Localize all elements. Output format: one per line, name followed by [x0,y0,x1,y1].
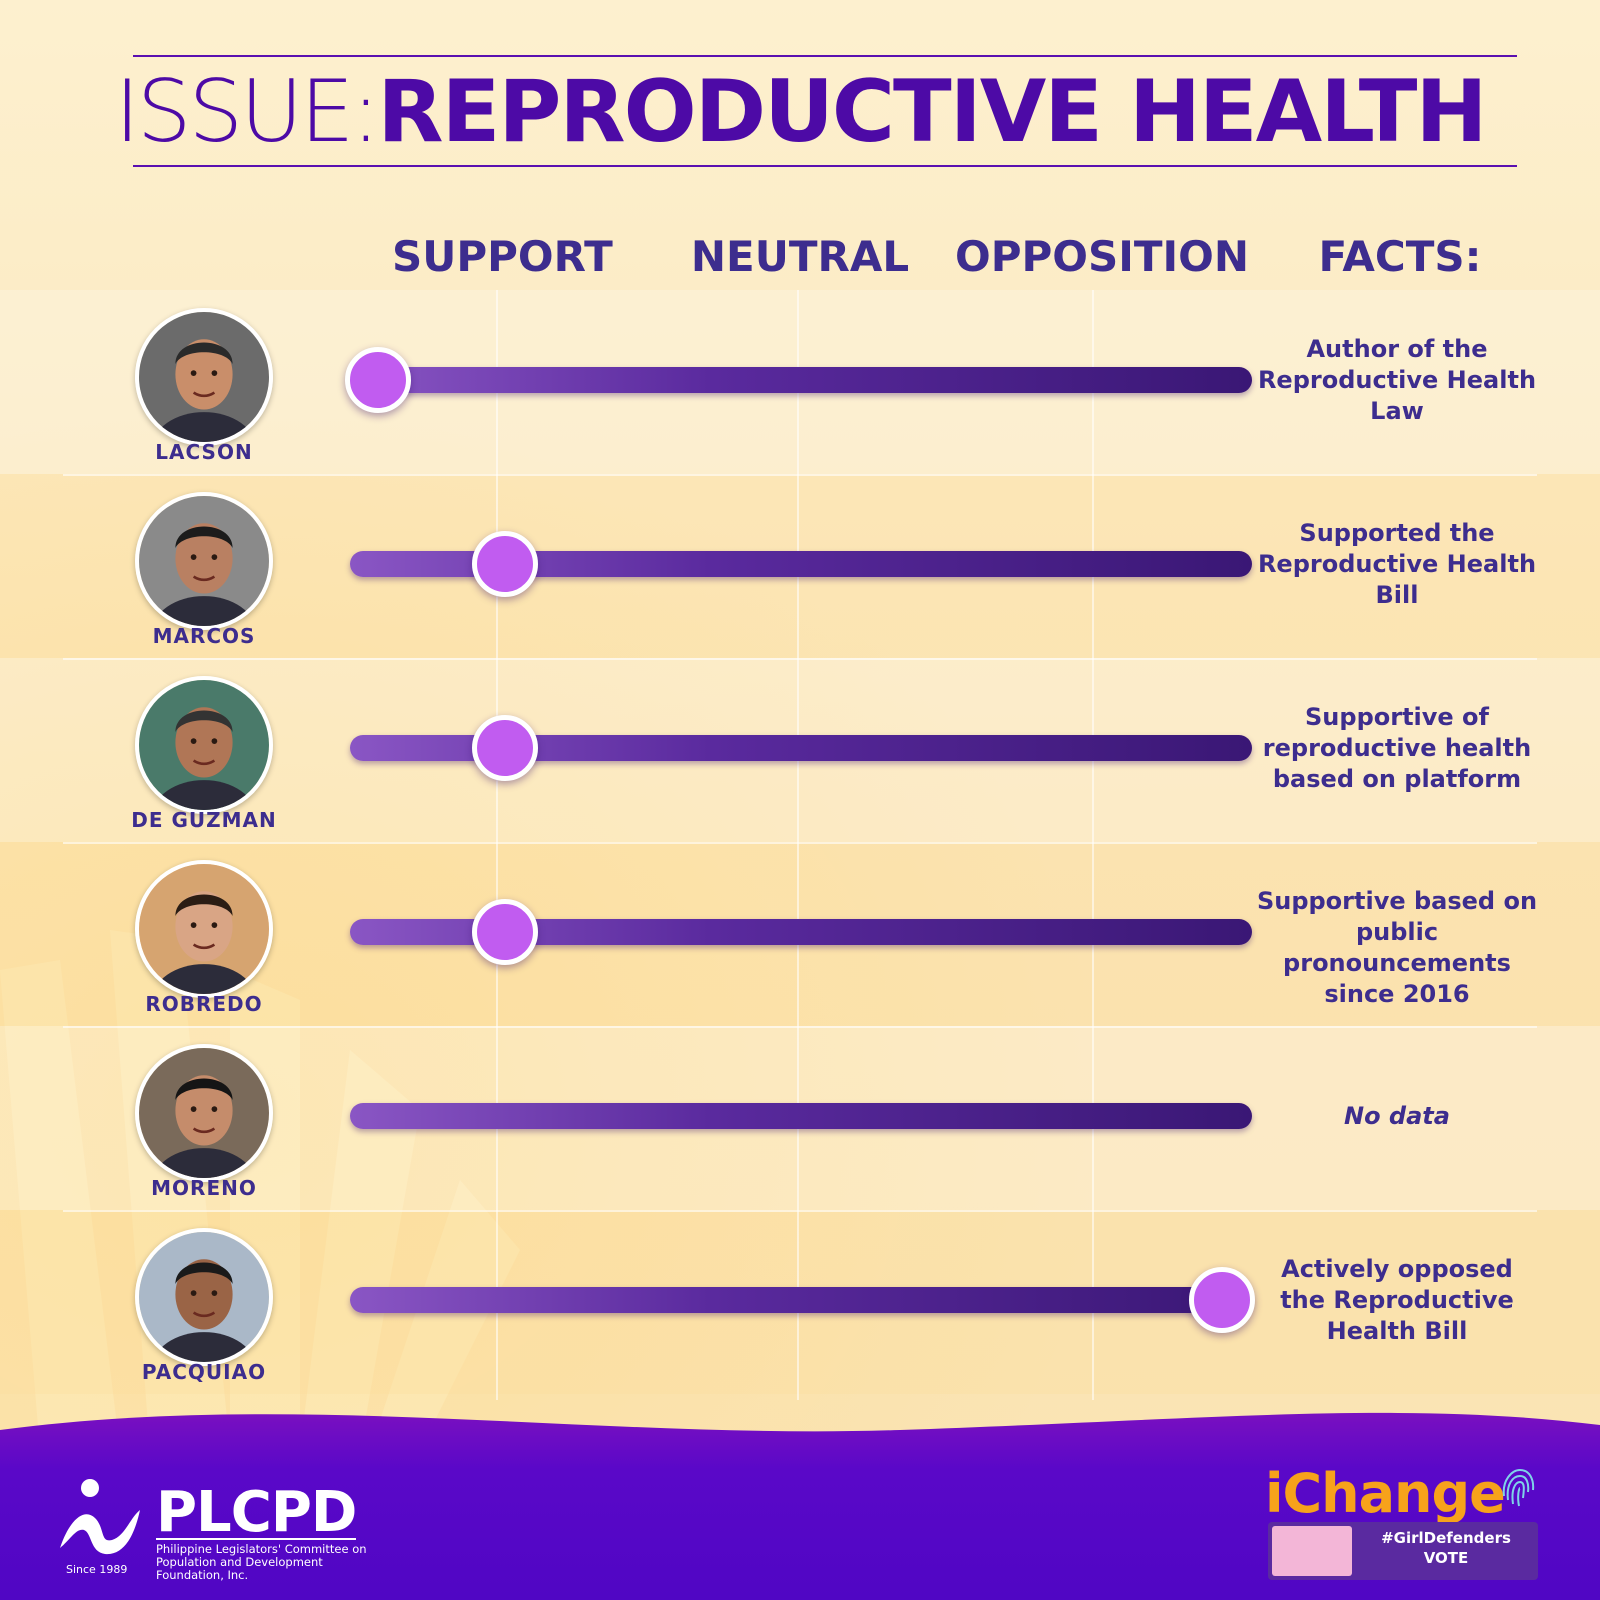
fact-line: based on platform [1272,764,1522,793]
stance-marker [471,531,538,597]
since-label: Since 1989 [66,1563,128,1576]
girldefenders-illustration [1272,1526,1352,1576]
girldefenders-hashtag: #GirlDefenders [1381,1529,1511,1547]
footer-wave [0,1412,1600,1600]
plcpd-rule [156,1538,356,1540]
title-rule-bottom [133,165,1517,167]
stance-marker [471,899,538,965]
candidate-name: MARCOS [152,624,256,648]
portrait-icon [139,1232,269,1362]
portrait-icon [139,312,269,442]
candidate-photo [135,308,273,446]
column-header-neutral: NEUTRAL [690,232,910,281]
candidate-photo [135,492,273,630]
candidate-name: DE GUZMAN [131,808,277,832]
fact-line: Actively opposed [1281,1254,1513,1283]
candidate-fact: Supportive based on public pronouncements… [1250,886,1544,1010]
stance-marker [345,347,411,413]
plcpd-subtitle: Philippine Legislators' Committee on Pop… [156,1542,367,1582]
fingerprint-icon [1502,1468,1535,1507]
candidate-fact: Author of the Reproductive Health Law [1250,334,1544,427]
column-header-opposition: OPPOSITION [955,232,1249,281]
fact-line: Law [1370,396,1424,425]
fact-line: Reproductive Health [1257,365,1537,394]
title-rule-top [133,55,1517,57]
stance-track [350,367,1252,393]
plcpd-logo-icon [60,1479,140,1555]
row-divider [63,1026,1537,1028]
stance-track [350,1287,1252,1313]
row-divider [63,658,1537,660]
page-title: ISSUE: REPRODUCTIVE HEALTH [0,62,1600,162]
fact-line: the Reproductive [1280,1285,1514,1314]
fact-line: reproductive health [1262,733,1532,762]
vote-label: VOTE [1423,1549,1469,1567]
grid-line-opposition [1092,290,1094,1400]
fact-line: Supportive based on [1256,886,1538,915]
fact-line: Author of the [1306,334,1488,363]
grid-line-neutral [797,290,799,1400]
candidate-fact: No data [1250,1101,1544,1132]
portrait-icon [139,864,269,994]
ichange-logo: iChange [1265,1462,1506,1525]
title-prefix: ISSUE: [114,62,381,162]
stance-track [350,1103,1252,1129]
fact-line: Bill [1375,580,1419,609]
stance-marker [471,715,538,781]
fact-line: Supportive of [1305,702,1489,731]
fact-line: Health Bill [1326,1316,1468,1345]
title-main: REPRODUCTIVE HEALTH [377,62,1487,162]
row-divider [63,474,1537,476]
portrait-icon [139,680,269,810]
fact-line: since 2016 [1324,979,1470,1008]
girldefenders-text: #GirlDefenders VOTE [1358,1528,1534,1568]
candidate-fact: Actively opposed the Reproductive Health B… [1250,1254,1544,1347]
candidate-photo [135,1228,273,1366]
plcpd-wordmark: PLCPD [156,1480,357,1545]
fact-line: Reproductive Health [1257,549,1537,578]
candidate-photo [135,860,273,998]
column-header-facts: FACTS: [1318,232,1482,281]
candidate-name: PACQUIAO [141,1360,267,1384]
row-divider [63,842,1537,844]
fact-line: Supported the [1299,518,1495,547]
candidate-photo [135,1044,273,1182]
stance-marker [1189,1267,1255,1333]
fact-line: public pronouncements [1283,917,1511,977]
portrait-icon [139,496,269,626]
candidate-name: MORENO [151,1176,257,1200]
row-divider [63,1210,1537,1212]
ichange-wordmark: iChange [1265,1462,1506,1525]
fact-line: No data [1344,1101,1450,1130]
portrait-icon [139,1048,269,1178]
candidate-name: LACSON [155,440,253,464]
candidate-photo [135,676,273,814]
candidate-fact: Supported the Reproductive Health Bill [1250,518,1544,611]
candidate-fact: Supportive of reproductive health based on… [1250,702,1544,795]
grid-line-support [496,290,498,1400]
candidate-name: ROBREDO [145,992,263,1016]
column-header-support: SUPPORT [392,232,613,281]
